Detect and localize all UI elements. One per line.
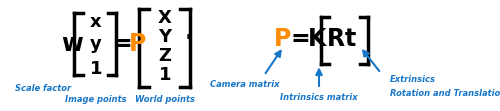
Text: R: R [327, 27, 345, 51]
Text: =: = [290, 27, 310, 51]
Text: y: y [90, 35, 102, 53]
Text: 1: 1 [90, 60, 102, 78]
Text: World points: World points [135, 95, 195, 104]
Text: .: . [184, 20, 194, 44]
Text: Z: Z [158, 47, 172, 64]
Text: t: t [344, 27, 356, 51]
Text: K: K [308, 27, 326, 51]
Text: X: X [158, 9, 172, 27]
Text: w: w [62, 32, 84, 56]
Text: P: P [274, 27, 291, 51]
Text: Image points: Image points [65, 95, 127, 104]
Text: P: P [129, 32, 146, 56]
Text: Extrinsics: Extrinsics [390, 75, 436, 84]
Text: 1: 1 [159, 66, 171, 84]
Text: Camera matrix: Camera matrix [210, 80, 280, 89]
Text: x: x [90, 13, 102, 31]
Text: =: = [112, 32, 132, 56]
Text: Y: Y [158, 28, 172, 46]
Text: Scale factor: Scale factor [15, 84, 71, 93]
Text: Rotation and Translation: Rotation and Translation [390, 89, 500, 98]
Text: Intrinsics matrix: Intrinsics matrix [280, 93, 358, 102]
